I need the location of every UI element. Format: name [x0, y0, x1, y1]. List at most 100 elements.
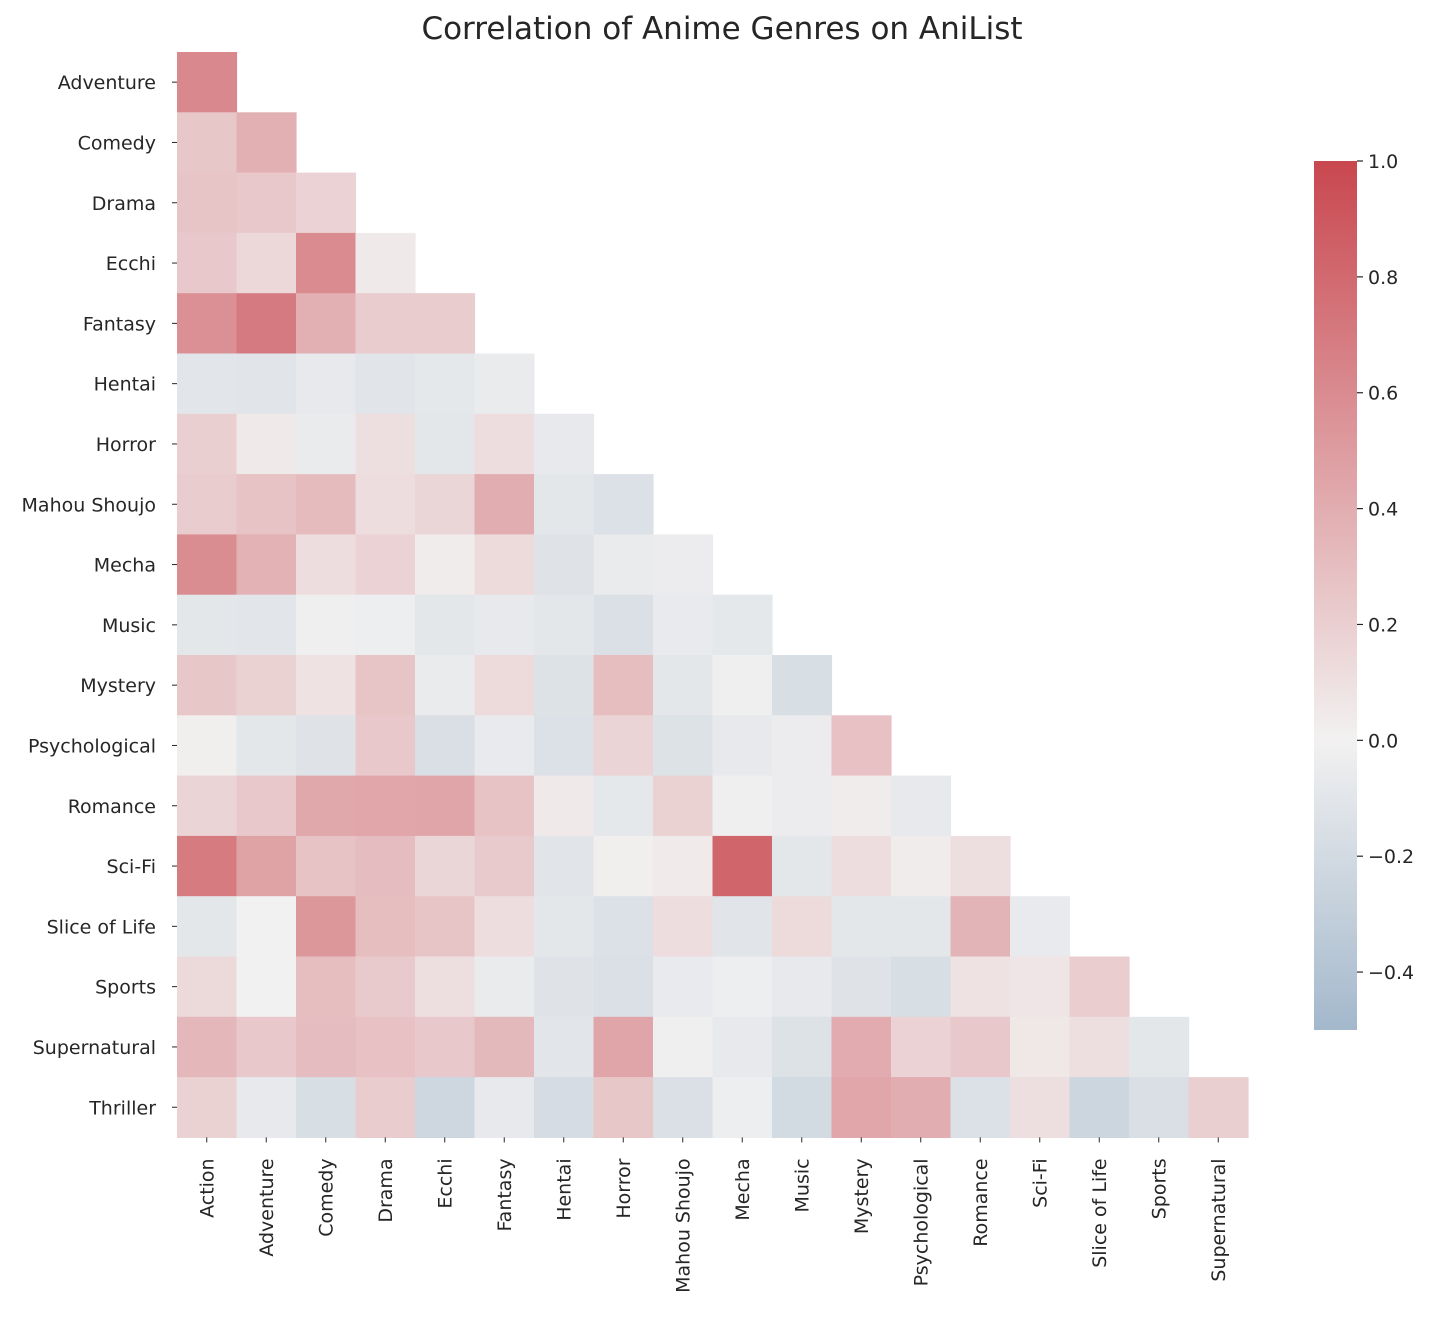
heatmap-cell	[831, 1077, 892, 1138]
heatmap-cell	[593, 956, 654, 1018]
y-tick-label: Sports	[95, 977, 156, 999]
y-tick-label: Thriller	[88, 1097, 156, 1119]
heatmap-cell	[712, 1077, 773, 1138]
heatmap-cells	[177, 52, 1249, 1138]
heatmap-cell	[772, 775, 833, 837]
heatmap-cell	[534, 474, 595, 535]
heatmap-cell	[177, 655, 238, 716]
heatmap-cell	[415, 474, 476, 535]
heatmap-cell	[177, 413, 238, 475]
heatmap-cell	[534, 534, 595, 596]
heatmap-cell	[831, 956, 892, 1018]
heatmap-cell	[415, 594, 476, 656]
heatmap-cell	[236, 835, 297, 897]
heatmap-cell	[355, 655, 416, 716]
colorbar-tick-label: 1.0	[1368, 151, 1398, 173]
heatmap-cell	[950, 1077, 1011, 1138]
heatmap-cell	[355, 1016, 416, 1078]
heatmap-cell	[474, 534, 535, 596]
heatmap-cell	[415, 534, 476, 596]
heatmap-cell	[712, 715, 773, 777]
heatmap-cell	[177, 112, 238, 174]
heatmap-cell	[296, 293, 357, 355]
colorbar-tick-label: 0.2	[1368, 614, 1398, 636]
heatmap-cell	[236, 172, 297, 234]
heatmap-cell	[415, 835, 476, 897]
heatmap-cell	[415, 655, 476, 716]
x-tick-label: Mahou Shoujo	[673, 1158, 695, 1292]
y-tick-label: Ecchi	[106, 253, 156, 275]
colorbar-tick-label: 0.8	[1368, 267, 1398, 289]
heatmap-cell	[474, 1077, 535, 1138]
heatmap-cell	[891, 956, 952, 1018]
y-tick-label: Comedy	[78, 132, 156, 154]
heatmap-cell	[177, 353, 238, 415]
heatmap-cell	[474, 835, 535, 897]
heatmap-cell	[236, 413, 297, 475]
heatmap-cell	[1129, 1077, 1190, 1138]
x-tick-label: Sci-Fi	[1030, 1158, 1052, 1207]
heatmap-cell	[415, 1077, 476, 1138]
x-tick-label: Slice of Life	[1089, 1158, 1111, 1267]
heatmap-cell	[950, 896, 1011, 958]
heatmap-cell	[891, 1016, 952, 1078]
heatmap-cell	[177, 715, 238, 777]
heatmap-cell	[891, 775, 952, 837]
heatmap-cell	[653, 896, 714, 958]
x-tick-label: Psychological	[911, 1158, 933, 1286]
heatmap-cell	[891, 896, 952, 958]
heatmap-cell	[415, 353, 476, 415]
heatmap-cell	[593, 594, 654, 656]
x-tick-label: Comedy	[316, 1158, 338, 1236]
heatmap-cell	[653, 956, 714, 1018]
heatmap-cell	[236, 112, 297, 174]
heatmap-cell	[296, 655, 357, 716]
heatmap-cell	[296, 353, 357, 415]
heatmap-cell	[891, 835, 952, 897]
heatmap-cell	[296, 172, 357, 234]
chart-title: Correlation of Anime Genres on AniList	[421, 11, 1022, 47]
x-tick-label: Drama	[375, 1158, 397, 1222]
heatmap-cell	[236, 594, 297, 656]
heatmap-cell	[534, 956, 595, 1018]
heatmap-cell	[177, 52, 238, 113]
heatmap-cell	[177, 1077, 238, 1138]
heatmap-cell	[1129, 1016, 1190, 1078]
heatmap-cell	[772, 715, 833, 777]
heatmap-cell	[653, 1016, 714, 1078]
heatmap-cell	[1069, 956, 1130, 1018]
heatmap-cell	[534, 655, 595, 716]
heatmap-cell	[950, 835, 1011, 897]
heatmap-cell	[474, 956, 535, 1018]
heatmap-cell	[177, 534, 238, 596]
heatmap-cell	[355, 896, 416, 958]
heatmap-cell	[355, 775, 416, 837]
heatmap-cell	[296, 534, 357, 596]
heatmap-cell	[593, 1016, 654, 1078]
heatmap-cell	[1010, 1016, 1071, 1078]
heatmap-cell	[534, 413, 595, 475]
heatmap-cell	[1010, 1077, 1071, 1138]
heatmap-cell	[355, 835, 416, 897]
heatmap-cell	[534, 715, 595, 777]
heatmap-cell	[653, 1077, 714, 1138]
heatmap-cell	[236, 1077, 297, 1138]
heatmap-cell	[891, 1077, 952, 1138]
heatmap-cell	[712, 775, 773, 837]
heatmap-cell	[593, 534, 654, 596]
heatmap-cell	[534, 896, 595, 958]
heatmap-cell	[296, 1077, 357, 1138]
y-axis-tick-labels: Adventure Comedy Drama Ecchi Fantasy Hentai Ho…	[22, 72, 177, 1119]
y-tick-label: Drama	[92, 193, 156, 215]
heatmap-cell	[236, 775, 297, 837]
heatmap-cell	[474, 655, 535, 716]
heatmap-cell	[712, 896, 773, 958]
colorbar-tick-label: −0.2	[1368, 846, 1414, 868]
heatmap-cell	[831, 715, 892, 777]
x-tick-label: Sports	[1149, 1158, 1171, 1219]
colorbar-ticks: −0.4 −0.2 0.0 0.2 0.4 0.6 0.8 1.0	[1357, 151, 1414, 984]
x-tick-label: Mecha	[732, 1158, 754, 1220]
heatmap-cell	[236, 534, 297, 596]
heatmap-cell	[772, 655, 833, 716]
